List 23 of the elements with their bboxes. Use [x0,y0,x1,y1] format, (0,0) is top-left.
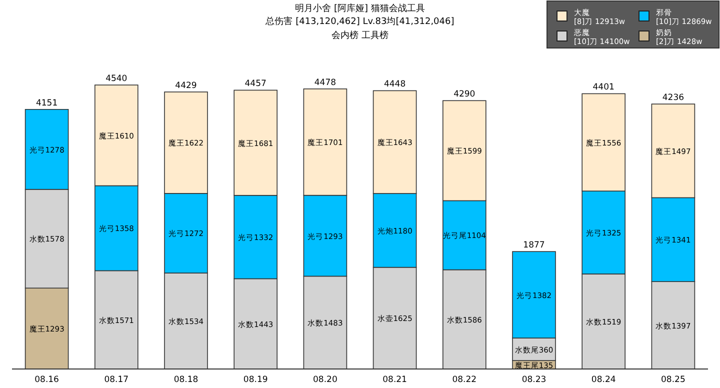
text: 会内榜 工具榜 [332,30,388,41]
total-label: 4448 [384,80,406,90]
x-tick-label: 08.17 [104,375,129,385]
x-tick-label: 08.19 [243,375,268,385]
x-tick-label: 08.16 [34,375,59,385]
total-label: 1877 [523,240,545,251]
x-tick-label: 08.24 [591,375,616,385]
x-tick-label: 08.18 [174,375,198,385]
chart-subtitle: 总伤害 [413,120,462] Lv.83均[41,312,046] [264,16,454,27]
x-tick-label: 08.25 [661,375,686,385]
total-label: 4401 [592,82,614,93]
total-label: 4429 [175,80,197,91]
x-tick-label: 08.20 [313,375,338,385]
total-label: 4236 [662,93,684,104]
chart-title: 明月小舍 [阿库娅] 猫猫会战工具 [295,3,425,14]
x-tick-label: 08.23 [522,375,546,385]
x-tick-label: 08.22 [452,375,477,385]
x-tick-label: 08.21 [382,375,407,385]
total-label: 4151 [36,98,58,108]
total-label: 4540 [106,74,128,84]
total-label: 4478 [314,78,336,88]
total-label: 4457 [244,79,266,90]
total-label: 4290 [454,90,476,100]
